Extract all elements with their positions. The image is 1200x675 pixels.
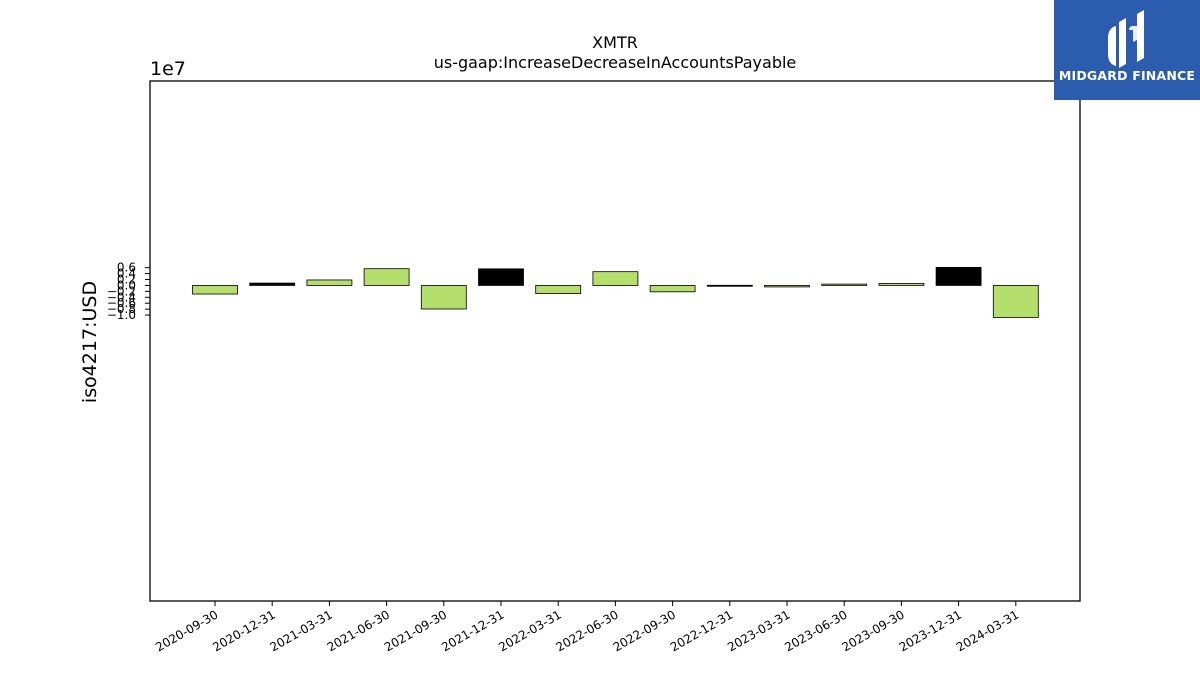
bar-2023-09-30 xyxy=(878,283,925,286)
bar-2020-12-31 xyxy=(249,282,296,286)
bar-2023-03-31 xyxy=(764,285,810,288)
y-tick-label: 0.0 xyxy=(117,278,136,292)
y-tick-label: −0.8 xyxy=(107,302,136,316)
bar-2022-06-30 xyxy=(592,271,639,286)
y-tick-label: 0.4 xyxy=(117,267,136,281)
y-tick-label: −1.0 xyxy=(107,308,136,322)
bar-2021-12-31 xyxy=(478,268,524,286)
bar-2022-09-30 xyxy=(649,285,696,293)
x-tick-label: 2024-03-31 xyxy=(954,607,1021,654)
y-scale-label: 1e7 xyxy=(150,58,186,80)
brand-logo: MIDGARD FINANCE xyxy=(1054,0,1200,100)
x-tick-label: 2021-09-30 xyxy=(382,607,449,654)
x-tick-label: 2022-12-31 xyxy=(668,607,735,654)
x-tick-label: 2023-12-31 xyxy=(897,607,964,654)
bar-2024-03-31 xyxy=(992,285,1039,318)
bar-2020-09-30 xyxy=(192,285,238,295)
bar-2021-09-30 xyxy=(420,285,467,310)
chart-title: XMTR xyxy=(592,33,638,52)
y-tick-label: 0.6 xyxy=(117,261,136,275)
y-tick-label: −0.2 xyxy=(107,284,136,298)
y-tick-label: −0.4 xyxy=(107,290,136,304)
x-tick-label: 2020-12-31 xyxy=(210,607,277,654)
chart-subtitle: us-gaap:IncreaseDecreaseInAccountsPayabl… xyxy=(434,53,797,72)
midgard-logo-icon xyxy=(1108,10,1144,68)
x-tick-label: 2021-03-31 xyxy=(267,607,334,654)
x-tick-label: 2022-09-30 xyxy=(611,607,678,654)
x-tick-label: 2021-06-30 xyxy=(325,607,392,654)
x-tick-label: 2023-09-30 xyxy=(839,607,906,654)
bar-2021-03-31 xyxy=(306,279,353,286)
x-tick-label: 2021-12-31 xyxy=(439,607,506,654)
bar-2022-12-31 xyxy=(706,284,753,287)
x-tick-label: 2022-03-31 xyxy=(496,607,563,654)
brand-name: MIDGARD FINANCE xyxy=(1058,68,1196,83)
y-tick-label: −0.6 xyxy=(107,296,136,310)
bar-2022-03-31 xyxy=(535,285,582,294)
bar-2021-06-30 xyxy=(363,268,410,286)
x-tick-label: 2023-06-30 xyxy=(782,607,849,654)
bar-2023-06-30 xyxy=(821,283,868,286)
y-tick-label: 0.2 xyxy=(117,273,136,287)
x-tick-label: 2023-03-31 xyxy=(725,607,792,654)
x-tick-label: 2022-06-30 xyxy=(553,607,620,654)
plot-frame xyxy=(149,80,1081,602)
x-tick-label: 2020-09-30 xyxy=(153,607,220,654)
bar-2023-12-31 xyxy=(935,266,982,286)
y-axis-label: iso4217:USD xyxy=(79,281,101,403)
